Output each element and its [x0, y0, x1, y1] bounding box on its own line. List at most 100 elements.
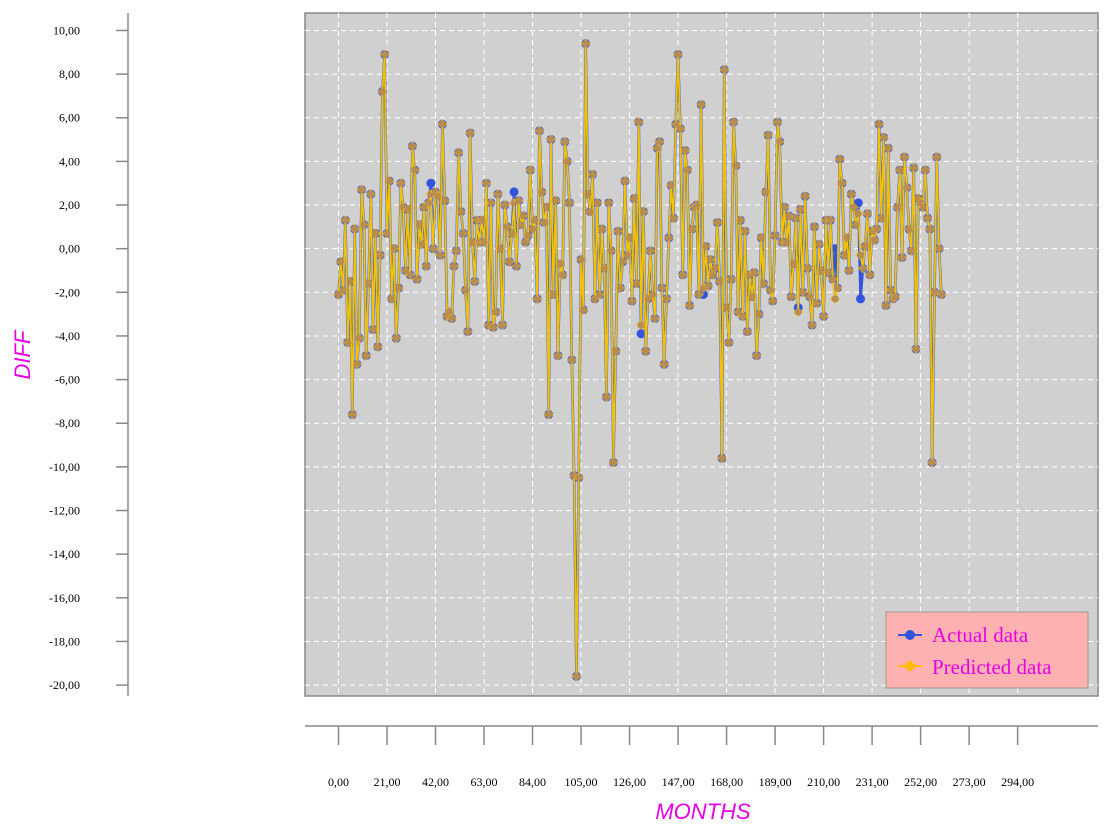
data-point-marker	[461, 286, 470, 294]
data-point-marker	[619, 258, 627, 266]
data-point-marker	[577, 255, 585, 264]
data-point-marker	[852, 221, 860, 229]
data-point-marker	[482, 179, 490, 187]
data-point-marker	[709, 271, 717, 279]
data-point-marker	[586, 207, 594, 216]
data-point-marker	[374, 343, 382, 351]
data-point-marker	[614, 227, 622, 235]
data-point-marker	[491, 308, 500, 316]
data-point-marker	[498, 321, 507, 329]
x-tick-label: 105,00	[565, 775, 598, 789]
data-point-marker	[547, 135, 555, 144]
data-point-marker	[829, 275, 837, 283]
data-point-marker	[355, 334, 363, 342]
data-point-marker	[346, 277, 354, 285]
data-point-marker	[898, 253, 906, 261]
data-point-marker	[545, 410, 553, 419]
data-point-marker	[893, 203, 902, 211]
y-axis-title: DIFF	[10, 329, 35, 379]
data-point-marker	[794, 308, 802, 316]
data-point-marker	[935, 245, 943, 253]
data-point-marker	[434, 192, 442, 200]
data-point-marker	[870, 236, 879, 244]
data-point-marker	[903, 183, 911, 192]
data-point-marker	[561, 138, 569, 146]
data-point-marker	[808, 321, 816, 329]
data-point-marker	[683, 166, 691, 174]
data-point-marker	[679, 271, 687, 279]
data-point-marker	[390, 245, 398, 253]
x-tick-label: 273,00	[953, 775, 986, 789]
circle-line-icon	[905, 630, 915, 640]
y-tick-label: -16,00	[49, 591, 80, 605]
x-tick-label: 231,00	[856, 775, 889, 789]
data-point-marker	[429, 245, 437, 253]
data-point-marker	[515, 197, 523, 205]
data-point-marker	[637, 321, 645, 329]
data-point-marker	[810, 223, 818, 231]
data-point-marker	[524, 231, 532, 240]
data-point-marker	[420, 203, 428, 211]
legend-box	[885, 611, 1089, 689]
data-point-actual	[636, 329, 646, 339]
data-point-marker	[533, 295, 541, 303]
data-point-marker	[457, 207, 465, 216]
y-tick-label: -20,00	[49, 678, 80, 692]
data-point-marker	[406, 271, 414, 279]
x-tick-label: 0,00	[328, 775, 349, 789]
data-point-marker	[494, 190, 502, 198]
data-point-marker	[697, 101, 705, 109]
data-point-marker	[635, 118, 643, 126]
data-point-marker	[397, 179, 405, 187]
data-point-marker	[646, 247, 654, 255]
data-point-marker	[367, 190, 375, 198]
data-point-marker	[623, 251, 631, 259]
data-point-marker	[907, 247, 915, 255]
data-point-marker	[720, 66, 728, 74]
data-point-marker	[424, 199, 433, 207]
data-point-marker	[919, 203, 927, 211]
data-point-marker	[466, 129, 474, 137]
data-point-marker	[759, 279, 768, 288]
data-point-marker	[519, 212, 527, 220]
x-tick-label: 294,00	[1001, 775, 1034, 789]
data-point-marker	[780, 203, 788, 211]
data-point-marker	[850, 203, 858, 211]
data-point-marker	[792, 214, 800, 222]
legend-item-actual: Actual data	[898, 623, 1029, 647]
data-point-marker	[360, 221, 368, 229]
data-point-marker	[801, 192, 809, 200]
data-point-marker	[764, 131, 772, 139]
data-point-marker	[348, 410, 356, 419]
data-point-marker	[542, 203, 551, 211]
data-point-marker	[799, 288, 807, 296]
data-point-marker	[651, 314, 659, 323]
data-point-marker	[771, 231, 779, 240]
data-point-marker	[459, 229, 467, 237]
data-point-marker	[526, 166, 534, 174]
data-point-marker	[528, 225, 537, 233]
data-point-marker	[755, 310, 763, 318]
y-tick-label: -6,00	[55, 373, 80, 387]
data-point-marker	[912, 345, 920, 353]
data-point-marker	[598, 225, 606, 233]
data-point-marker	[806, 293, 814, 301]
data-point-marker	[667, 181, 675, 189]
data-point-marker	[438, 120, 447, 128]
data-point-marker	[554, 351, 562, 360]
data-point-marker	[866, 271, 874, 279]
data-point-marker	[563, 157, 571, 165]
data-point-marker	[487, 199, 495, 207]
data-point-marker	[877, 214, 885, 222]
data-point-marker	[538, 188, 546, 196]
data-point-marker	[820, 312, 828, 320]
data-point-marker	[695, 290, 703, 299]
data-point-marker	[847, 190, 855, 198]
x-tick-label: 147,00	[662, 775, 695, 789]
data-point-marker	[496, 245, 504, 253]
x-axis: 0,00 21,00 42,00 63,00 84,00 105,00 126,00 147,…	[305, 725, 1098, 789]
data-point-marker	[565, 199, 574, 207]
data-point-marker	[905, 225, 913, 233]
